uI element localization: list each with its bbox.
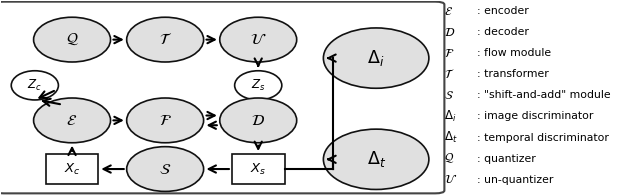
Text: $\mathcal{D}$: $\mathcal{D}$ bbox=[252, 113, 265, 128]
Text: $\mathcal{Q}$: $\mathcal{Q}$ bbox=[444, 152, 454, 165]
Text: : quantizer: : quantizer bbox=[477, 153, 536, 163]
Text: $\mathcal{E}$: $\mathcal{E}$ bbox=[444, 5, 453, 18]
Text: $\mathcal{E}$: $\mathcal{E}$ bbox=[67, 113, 77, 128]
Ellipse shape bbox=[220, 17, 297, 62]
Text: $Z_c$: $Z_c$ bbox=[28, 78, 42, 93]
Ellipse shape bbox=[33, 17, 111, 62]
Text: $\mathcal{U}$: $\mathcal{U}$ bbox=[444, 173, 458, 186]
Text: $\Delta_t$: $\Delta_t$ bbox=[367, 149, 386, 169]
Text: $\Delta_i$: $\Delta_i$ bbox=[367, 48, 385, 68]
Text: $\mathcal{F}$: $\mathcal{F}$ bbox=[159, 113, 172, 128]
Text: : image discriminator: : image discriminator bbox=[477, 112, 593, 122]
Ellipse shape bbox=[235, 71, 282, 100]
Text: $\mathcal{F}$: $\mathcal{F}$ bbox=[444, 47, 455, 60]
Text: $\mathcal{S}$: $\mathcal{S}$ bbox=[444, 89, 454, 102]
Text: $\mathcal{T}$: $\mathcal{T}$ bbox=[159, 32, 172, 47]
Text: $\mathcal{T}$: $\mathcal{T}$ bbox=[444, 68, 455, 81]
Text: : "shift-and-add" module: : "shift-and-add" module bbox=[477, 91, 611, 101]
FancyBboxPatch shape bbox=[232, 154, 285, 184]
Text: $\Delta_i$: $\Delta_i$ bbox=[444, 109, 457, 124]
Text: : un-quantizer: : un-quantizer bbox=[477, 175, 553, 185]
Text: $\mathcal{D}$: $\mathcal{D}$ bbox=[444, 26, 456, 39]
Text: : temporal discriminator: : temporal discriminator bbox=[477, 132, 609, 142]
Ellipse shape bbox=[323, 129, 429, 190]
Ellipse shape bbox=[323, 28, 429, 88]
Text: $X_s$: $X_s$ bbox=[250, 162, 266, 177]
Text: $\mathcal{U}$: $\mathcal{U}$ bbox=[250, 32, 266, 47]
Text: $\mathcal{S}$: $\mathcal{S}$ bbox=[159, 162, 172, 177]
FancyBboxPatch shape bbox=[0, 2, 444, 193]
Text: : transformer: : transformer bbox=[477, 69, 548, 79]
Ellipse shape bbox=[127, 17, 204, 62]
Ellipse shape bbox=[12, 71, 58, 100]
Text: $\mathcal{Q}$: $\mathcal{Q}$ bbox=[66, 32, 79, 47]
Text: : decoder: : decoder bbox=[477, 27, 529, 37]
Ellipse shape bbox=[220, 98, 297, 143]
Text: : flow module: : flow module bbox=[477, 48, 551, 58]
Ellipse shape bbox=[127, 147, 204, 191]
Text: $Z_s$: $Z_s$ bbox=[251, 78, 266, 93]
Text: $X_c$: $X_c$ bbox=[64, 162, 81, 177]
FancyBboxPatch shape bbox=[45, 154, 99, 184]
Text: $\Delta_t$: $\Delta_t$ bbox=[444, 130, 458, 145]
Text: : encoder: : encoder bbox=[477, 6, 529, 16]
Ellipse shape bbox=[33, 98, 111, 143]
Ellipse shape bbox=[127, 98, 204, 143]
